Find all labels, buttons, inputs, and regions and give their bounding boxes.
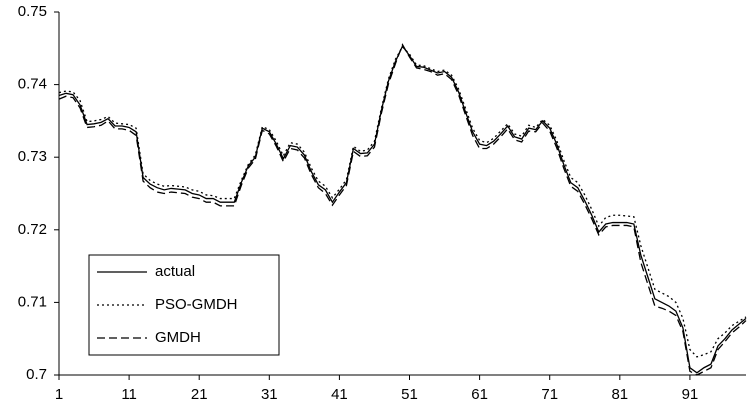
legend-label: GMDH — [155, 329, 201, 346]
legend-label: actual — [155, 263, 195, 280]
series-line — [58, 45, 747, 358]
y-tick-label: 0.72 — [18, 221, 47, 238]
series-line — [58, 44, 747, 374]
x-tick-label: 81 — [611, 386, 628, 403]
y-tick-label: 0.73 — [18, 148, 47, 165]
x-tick-label: 71 — [541, 386, 558, 403]
y-tick-label: 0.75 — [18, 3, 47, 20]
y-tick-label: 0.7 — [26, 366, 47, 383]
x-tick-label: 31 — [261, 386, 278, 403]
x-tick-label: 61 — [471, 386, 488, 403]
series-line — [58, 43, 747, 376]
legend-label: PSO-GMDH — [155, 296, 238, 313]
x-tick-label: 51 — [401, 386, 418, 403]
y-tick-label: 0.74 — [18, 76, 47, 93]
y-tick-label: 0.71 — [18, 293, 47, 310]
x-tick-label: 11 — [121, 386, 137, 403]
x-tick-label: 21 — [191, 386, 208, 403]
x-tick-label: 91 — [682, 386, 699, 403]
x-tick-label: 41 — [331, 386, 348, 403]
x-tick-label: 1 — [55, 386, 63, 403]
